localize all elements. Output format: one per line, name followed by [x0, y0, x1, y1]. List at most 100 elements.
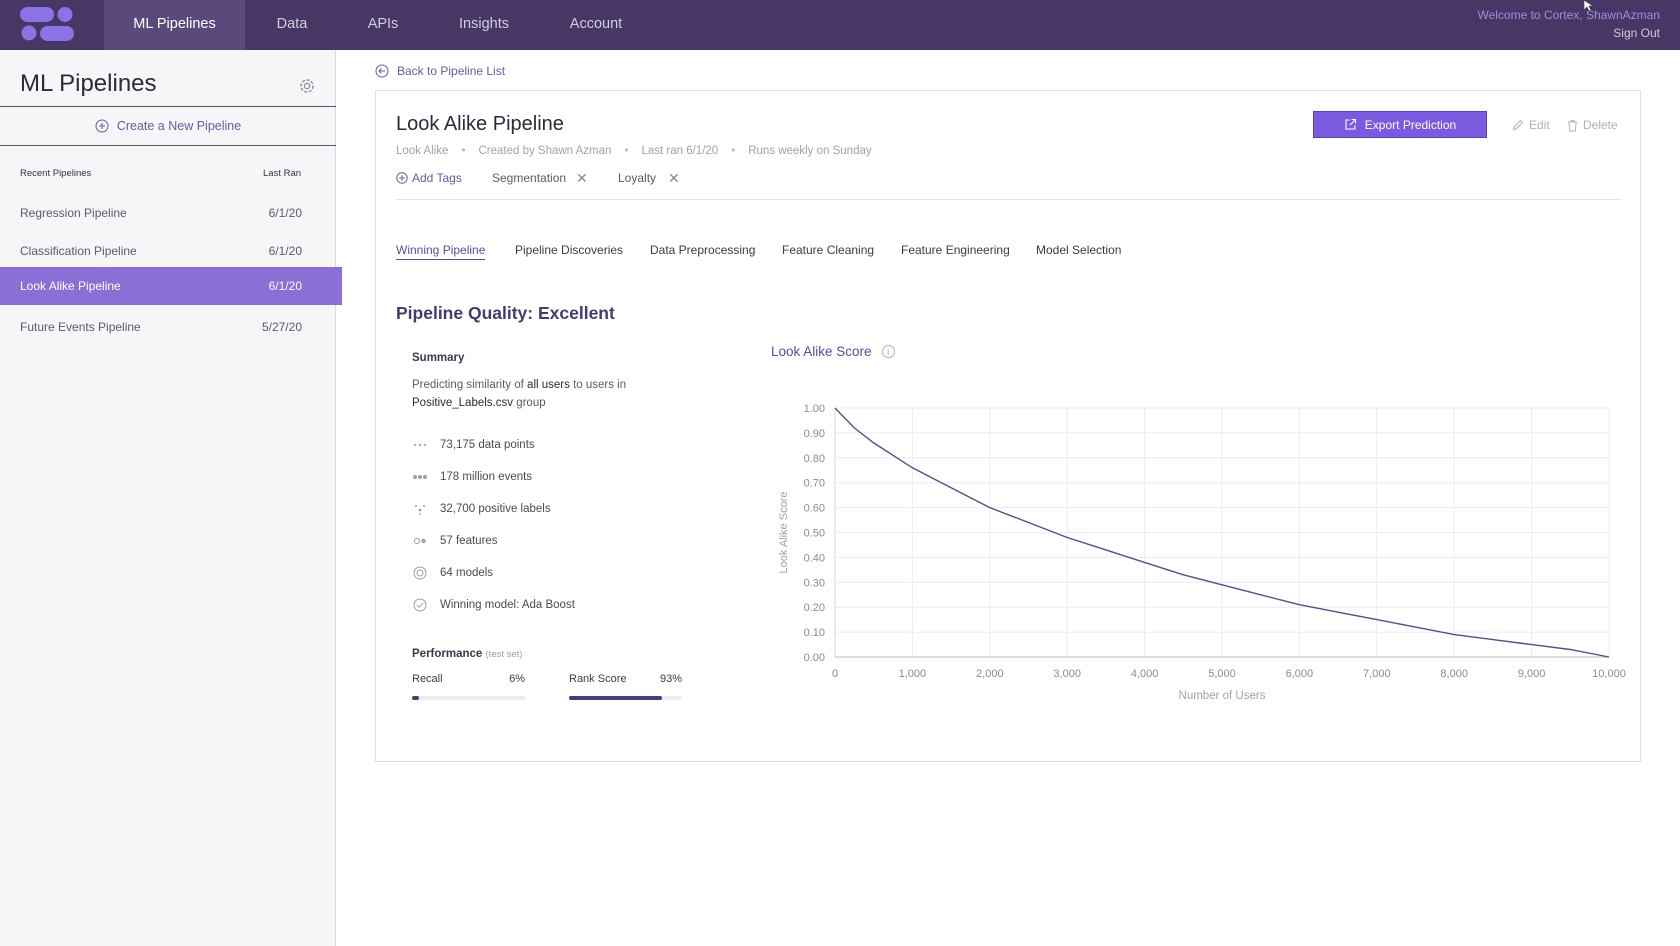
y-tick-label: 0.40 [804, 552, 825, 564]
pipeline-title: Look Alike Pipeline [396, 113, 564, 135]
add-tags-label: Add Tags [412, 171, 462, 185]
y-axis-label: Look Alike Score [778, 492, 790, 574]
events-icon [413, 475, 427, 479]
meta-last-ran: Last ran 6/1/20 [641, 145, 719, 157]
pipeline-name: Future Events Pipeline [20, 320, 141, 334]
export-prediction-button[interactable]: Export Prediction [1313, 111, 1487, 138]
back-label: Back to Pipeline List [397, 64, 506, 78]
rank-score-progress-fill [569, 696, 662, 700]
target-icon [413, 566, 427, 580]
delete-button[interactable]: Delete [1567, 118, 1618, 132]
create-pipeline-button[interactable]: Create a New Pipeline [0, 107, 336, 145]
metric-rank-score: Rank Score 93% [569, 673, 682, 685]
sidebar-item-regression-pipeline[interactable]: Regression Pipeline 6/1/20 [0, 194, 342, 232]
y-tick-label: 0.30 [804, 577, 825, 589]
tag-loyalty: Loyalty ✕ [612, 167, 688, 189]
check-circle-icon [413, 598, 427, 612]
plus-circle-icon [95, 119, 109, 133]
y-tick-label: 1.00 [804, 403, 825, 415]
pipeline-date: 6/1/20 [268, 279, 302, 293]
y-tick-label: 0.50 [804, 528, 825, 540]
delete-label: Delete [1583, 118, 1618, 132]
tab-winning-pipeline[interactable]: Winning Pipeline [396, 243, 486, 260]
stat-events: 178 million events [412, 470, 532, 484]
recall-progress-bar [412, 696, 525, 700]
info-icon[interactable]: i [881, 345, 895, 358]
external-link-icon [1345, 118, 1356, 130]
x-tick-label: 2,000 [976, 668, 1004, 680]
pencil-icon [1512, 119, 1524, 131]
arrow-left-circle-icon [375, 64, 389, 78]
close-icon[interactable]: ✕ [668, 170, 680, 186]
pipeline-quality-heading: Pipeline Quality: Excellent [396, 303, 615, 323]
stat-winning-model: Winning model: Ada Boost [412, 598, 575, 612]
rank-score-progress-bar [569, 696, 682, 700]
edit-button[interactable]: Edit [1512, 118, 1550, 132]
sign-out-link[interactable]: Sign Out [1613, 26, 1660, 40]
nav-insights[interactable]: Insights [459, 16, 509, 32]
x-tick-label: 7,000 [1363, 668, 1391, 680]
nav-apis[interactable]: APIs [367, 16, 399, 32]
pipeline-meta: Look Alike • Created by Shawn Azman • Last… [396, 145, 872, 157]
x-tick-label: 1,000 [899, 668, 927, 680]
recall-progress-fill [412, 696, 419, 700]
sidebar-item-look-alike-pipeline[interactable]: Look Alike Pipeline 6/1/20 [0, 267, 342, 305]
recent-pipelines-header: Recent Pipelines [20, 168, 92, 179]
pipeline-name: Classification Pipeline [20, 244, 137, 258]
cortex-logo-icon[interactable] [18, 6, 76, 42]
sidebar-item-classification-pipeline[interactable]: Classification Pipeline 6/1/20 [0, 232, 342, 270]
welcome-text: Welcome to Cortex, ShawnAzman [1477, 8, 1660, 22]
y-tick-label: 0.10 [804, 627, 825, 639]
export-label: Export Prediction [1364, 117, 1457, 132]
nav-account[interactable]: Account [569, 16, 623, 32]
meta-schedule: Runs weekly on Sunday [748, 145, 872, 157]
pipeline-name: Regression Pipeline [20, 206, 127, 220]
sparkle-icon [415, 505, 425, 515]
look-alike-score-chart: Look Alike Score i 0 1,000 2,000 3,000 4,000… [771, 341, 1631, 711]
chart-title: Look Alike Score i [771, 344, 895, 359]
y-tick-label: 0.60 [804, 503, 825, 515]
close-icon[interactable]: ✕ [576, 170, 588, 186]
x-tick-label: 3,000 [1053, 668, 1081, 680]
tab-model-selection[interactable]: Model Selection [1036, 243, 1122, 257]
tab-feature-engineering[interactable]: Feature Engineering [901, 243, 1010, 257]
tab-data-preprocessing[interactable]: Data Preprocessing [650, 243, 756, 257]
performance-heading: Performance (test set) [412, 648, 523, 660]
chart-svg: 0 1,000 2,000 3,000 4,000 5,000 6,000 7,000 8,00… [778, 403, 1626, 702]
y-tick-label: 0.70 [804, 478, 825, 490]
sidebar-divider [0, 145, 336, 146]
data-points-icon [413, 443, 427, 447]
pipeline-date: 6/1/20 [268, 206, 302, 220]
top-nav-bar: ML Pipelines Data APIs Insights Account … [0, 0, 1680, 50]
mouse-cursor-icon [1584, 0, 1594, 12]
pipeline-name: Look Alike Pipeline [20, 279, 121, 293]
back-to-pipeline-list-link[interactable]: Back to Pipeline List [375, 64, 505, 78]
x-tick-label: 10,000 [1592, 668, 1626, 680]
trash-icon [1568, 119, 1577, 131]
add-tags-button[interactable]: Add Tags [396, 171, 462, 185]
summary-text: Predicting similarity of all users to us… [412, 379, 627, 409]
x-tick-label: 8,000 [1440, 668, 1468, 680]
gear-icon[interactable] [298, 77, 316, 95]
pipeline-date: 6/1/20 [268, 244, 302, 258]
y-tick-label: 0.00 [804, 652, 825, 664]
y-tick-label: 0.20 [804, 602, 825, 614]
nav-ml-pipelines[interactable]: ML Pipelines [104, 0, 245, 50]
tag-label: Segmentation [492, 171, 567, 185]
card-divider [396, 199, 1622, 200]
tag-segmentation: Segmentation ✕ [486, 167, 588, 189]
plus-circle-icon [396, 172, 408, 184]
stat-positive-labels: 32,700 positive labels [412, 502, 551, 516]
x-axis-label: Number of Users [1179, 690, 1266, 702]
create-pipeline-label: Create a New Pipeline [116, 119, 242, 133]
features-icon [413, 537, 426, 545]
tab-pipeline-discoveries[interactable]: Pipeline Discoveries [515, 243, 624, 257]
metric-recall: Recall 6% [412, 673, 525, 685]
last-ran-header: Last Ran [263, 168, 302, 179]
nav-data[interactable]: Data [276, 16, 308, 32]
y-tick-label: 0.80 [804, 453, 825, 465]
tab-feature-cleaning[interactable]: Feature Cleaning [782, 243, 875, 257]
sidebar-divider [0, 106, 336, 107]
tag-label: Loyalty [618, 171, 657, 185]
sidebar-item-future-events-pipeline[interactable]: Future Events Pipeline 5/27/20 [0, 308, 342, 346]
